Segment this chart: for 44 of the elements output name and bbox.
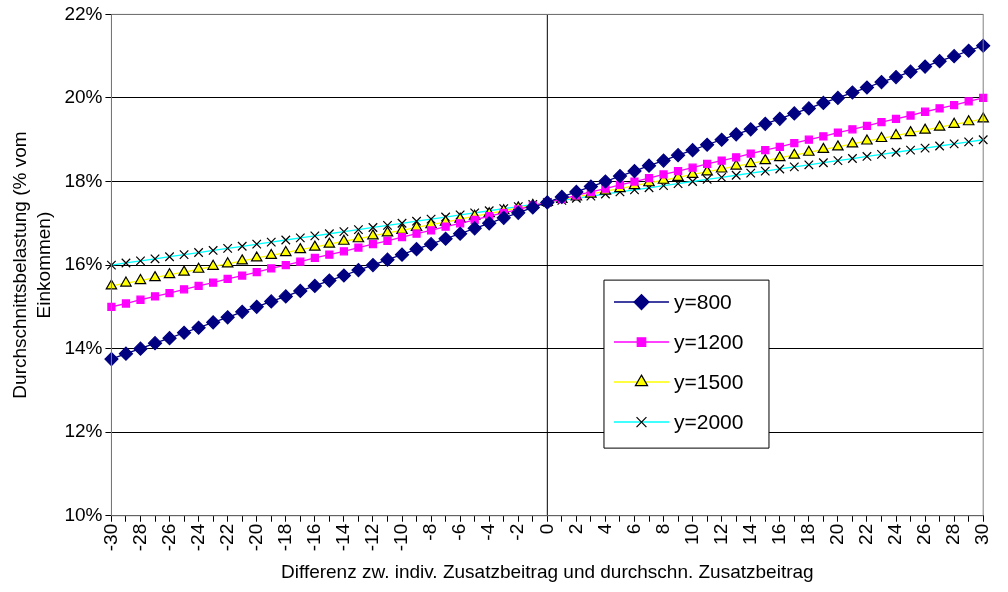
- x-tick-label: 6: [622, 523, 644, 535]
- x-tick-label: -12: [361, 523, 383, 552]
- x-tick-label: -28: [128, 523, 150, 552]
- legend-label: y=800: [673, 289, 732, 313]
- x-tick-label: 28: [942, 523, 964, 545]
- x-tick-label: -4: [477, 523, 499, 541]
- legend-label: y=1500: [673, 369, 744, 393]
- y-tick-label: 20%: [64, 86, 103, 108]
- x-tick-label: -22: [215, 523, 237, 552]
- x-tick-label: -26: [157, 523, 179, 552]
- y-tick-label: 14%: [64, 336, 103, 358]
- x-tick-label: 30: [971, 523, 993, 545]
- legend-label: y=2000: [673, 409, 744, 433]
- x-tick-label: -10: [390, 523, 412, 552]
- x-tick-label: 0: [535, 523, 557, 535]
- x-tick-label: 10: [680, 523, 702, 545]
- x-tick-label: -14: [332, 523, 354, 552]
- x-tick-label: -8: [419, 523, 441, 541]
- y-tick-label: 16%: [64, 253, 103, 275]
- x-tick-label: 24: [884, 523, 906, 545]
- x-tick-label: -20: [244, 523, 266, 552]
- y-tick-label: 22%: [64, 2, 103, 24]
- x-tick-label: 2: [564, 523, 586, 535]
- x-tick-label: -2: [506, 523, 528, 541]
- x-tick-label: 26: [913, 523, 935, 545]
- x-tick-label: -18: [274, 523, 296, 552]
- x-tick-label: 20: [826, 523, 848, 545]
- x-tick-label: 18: [797, 523, 819, 545]
- legend-label: y=1200: [673, 329, 744, 353]
- y-tick-label: 18%: [64, 169, 103, 191]
- x-axis-title: Differenz zw. indiv. Zusatzbeitrag und durchschn. Zusatzbeitrag: [281, 560, 814, 582]
- x-tick-label: 12: [709, 523, 731, 545]
- y-tick-label: 12%: [64, 420, 103, 442]
- x-tick-label: 16: [768, 523, 790, 545]
- x-tick-label: 4: [593, 523, 615, 535]
- y-axis-title: Durchschnittsbelastung (% vom Einkommen): [8, 131, 55, 399]
- x-tick-label: 14: [738, 523, 760, 545]
- y-tick-label: 10%: [64, 503, 103, 525]
- x-tick-label: -24: [186, 523, 208, 552]
- x-tick-label: 8: [651, 523, 673, 535]
- x-tick-label: 22: [855, 523, 877, 545]
- x-tick-label: -30: [99, 523, 121, 552]
- x-tick-label: -16: [303, 523, 325, 552]
- x-tick-label: -6: [448, 523, 470, 541]
